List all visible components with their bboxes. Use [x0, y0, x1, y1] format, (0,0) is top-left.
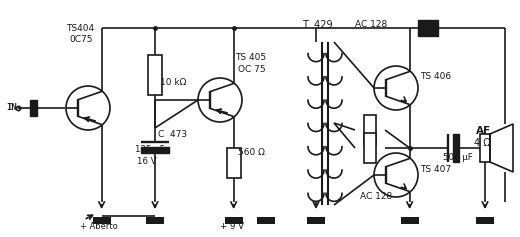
Text: 16 V: 16 V: [137, 157, 157, 166]
Text: TS404: TS404: [66, 24, 94, 33]
Text: + 9 V: + 9 V: [219, 222, 244, 231]
Bar: [400, 217, 419, 223]
Text: C  473: C 473: [158, 130, 187, 139]
Text: AF: AF: [476, 126, 491, 136]
Bar: [146, 217, 164, 223]
Text: 0C75: 0C75: [69, 35, 93, 44]
Text: TS 405: TS 405: [235, 53, 266, 62]
Bar: [257, 217, 275, 223]
Text: AC 128: AC 128: [360, 192, 392, 201]
Text: TS 407: TS 407: [420, 165, 451, 174]
Bar: [148, 55, 162, 95]
Text: + Aberto: + Aberto: [80, 222, 118, 231]
Text: T  429: T 429: [302, 20, 333, 30]
Bar: [480, 134, 490, 162]
Bar: [227, 148, 241, 178]
Text: 125 μF: 125 μF: [135, 145, 165, 154]
Bar: [141, 147, 169, 153]
Text: IN: IN: [6, 103, 17, 112]
Text: AC 128: AC 128: [355, 20, 387, 29]
Bar: [30, 100, 37, 116]
Bar: [93, 217, 111, 223]
Bar: [225, 217, 243, 223]
Text: 500 μF: 500 μF: [443, 153, 473, 162]
Bar: [453, 134, 459, 162]
Bar: [476, 217, 494, 223]
Text: OC 75: OC 75: [238, 65, 266, 74]
Bar: [364, 133, 376, 163]
Bar: [307, 217, 325, 223]
Text: 10 kΩ: 10 kΩ: [160, 78, 186, 87]
Bar: [418, 20, 438, 36]
Bar: [364, 115, 376, 145]
Text: TS 406: TS 406: [420, 72, 451, 81]
Text: 560 Ω: 560 Ω: [238, 148, 265, 157]
Text: 4 Ω: 4 Ω: [474, 138, 491, 148]
